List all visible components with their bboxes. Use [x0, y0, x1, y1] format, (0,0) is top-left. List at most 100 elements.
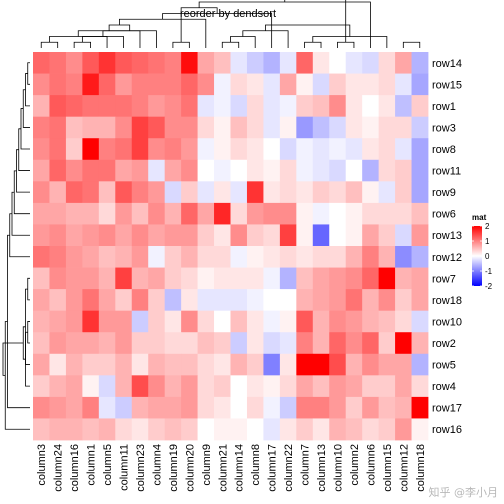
- heatmap-cell: [181, 418, 198, 441]
- heatmap-cell: [214, 332, 231, 355]
- heatmap-cell: [296, 353, 314, 376]
- heatmap-cell: [296, 289, 314, 312]
- heatmap-cell: [378, 138, 396, 161]
- heatmap-cell: [33, 267, 50, 290]
- heatmap-cell: [362, 310, 380, 333]
- heatmap-cell: [411, 246, 429, 268]
- heatmap-cell: [246, 138, 264, 161]
- heatmap-cell: [49, 181, 67, 204]
- column-label: column11: [119, 444, 131, 491]
- heatmap-cell: [65, 396, 83, 419]
- heatmap-cell: [296, 73, 314, 96]
- heatmap-cell: [312, 289, 330, 312]
- heatmap-cell: [65, 159, 83, 182]
- heatmap-cell: [115, 116, 133, 139]
- heatmap-cell: [131, 181, 149, 204]
- heatmap-cell: [33, 202, 50, 225]
- heatmap-cell: [312, 418, 330, 441]
- row-label: row17: [432, 403, 462, 415]
- dendrogram-branch: [2, 342, 24, 376]
- heatmap-cell: [296, 246, 314, 268]
- heatmap-cell: [115, 267, 133, 290]
- heatmap-cell: [395, 73, 412, 96]
- heatmap-cell: [411, 138, 429, 161]
- heatmap-cell: [395, 289, 412, 312]
- heatmap-cell: [33, 289, 50, 312]
- heatmap-cell: [345, 267, 363, 290]
- heatmap-cell: [263, 418, 281, 441]
- column-label: column22: [283, 444, 295, 492]
- heatmap-cell: [49, 138, 67, 161]
- heatmap-cell: [345, 246, 363, 268]
- heatmap-cell: [131, 138, 149, 161]
- heatmap-cell: [181, 332, 198, 355]
- heatmap-cell: [246, 159, 264, 182]
- heatmap-cell: [164, 52, 182, 74]
- heatmap-cell: [49, 95, 67, 118]
- heatmap-cell: [378, 353, 396, 376]
- row-label: row15: [432, 79, 462, 91]
- heatmap-cell: [246, 202, 264, 225]
- heatmap-cell: [230, 116, 248, 139]
- heatmap-cell: [279, 224, 297, 247]
- heatmap-cell: [214, 289, 231, 312]
- heatmap-cell: [214, 202, 231, 225]
- heatmap-cell: [197, 138, 215, 161]
- heatmap-cell: [246, 73, 264, 96]
- heatmap-cell: [312, 95, 330, 118]
- heatmap-cell: [345, 52, 363, 74]
- column-label: column19: [168, 444, 180, 492]
- heatmap-cell: [65, 116, 83, 139]
- heatmap-cell: [33, 159, 50, 182]
- heatmap-cell: [148, 332, 166, 355]
- heatmap-cell: [279, 202, 297, 225]
- heatmap-cell: [164, 289, 182, 312]
- heatmap-cell: [115, 353, 133, 376]
- heatmap-cell: [395, 159, 412, 182]
- heatmap-cell: [378, 310, 396, 333]
- heatmap-cell: [197, 73, 215, 96]
- heatmap-cell: [312, 310, 330, 333]
- heatmap-cell: [65, 375, 83, 398]
- heatmap-cell: [329, 375, 347, 398]
- heatmap-cell: [378, 332, 396, 355]
- heatmap-cell: [115, 375, 133, 398]
- heatmap-cell: [279, 181, 297, 204]
- heatmap-cell: [33, 138, 50, 161]
- heatmap-cell: [411, 116, 429, 139]
- heatmap-cell: [378, 95, 396, 118]
- heatmap-cell: [230, 353, 248, 376]
- heatmap-cell: [345, 138, 363, 161]
- column-labels: column3 column24 column16 column1 column5 col…: [36, 444, 427, 492]
- heatmap-cell: [82, 418, 100, 441]
- heatmap-cell: [362, 116, 380, 139]
- heatmap-cell: [214, 73, 231, 96]
- heatmap-cell: [411, 224, 429, 247]
- heatmap-cell: [164, 396, 182, 419]
- heatmap-cell: [115, 52, 133, 74]
- heatmap-cell: [345, 181, 363, 204]
- column-label: column8: [250, 444, 262, 486]
- heatmap-cell: [395, 202, 412, 225]
- heatmap-cell: [148, 138, 166, 161]
- heatmap-cell: [296, 332, 314, 355]
- heatmap-cell: [312, 138, 330, 161]
- heatmap-cell: [214, 116, 231, 139]
- heatmap-cell: [329, 202, 347, 225]
- heatmap-cell: [263, 116, 281, 139]
- heatmap-cell: [65, 310, 83, 333]
- heatmap-cell: [345, 73, 363, 96]
- heatmap-cell: [49, 116, 67, 139]
- heatmap-cell: [131, 159, 149, 182]
- heatmap-cell: [197, 332, 215, 355]
- heatmap-cell: [65, 267, 83, 290]
- heatmap-cell: [82, 224, 100, 247]
- heatmap-cell: [296, 310, 314, 333]
- heatmap-cell: [279, 267, 297, 290]
- heatmap-cell: [345, 289, 363, 312]
- heatmap-cell: [131, 418, 149, 441]
- heatmap-cell: [98, 73, 116, 96]
- heatmap-cell: [197, 116, 215, 139]
- heatmap-cell: [131, 332, 149, 355]
- heatmap-cell: [312, 52, 330, 74]
